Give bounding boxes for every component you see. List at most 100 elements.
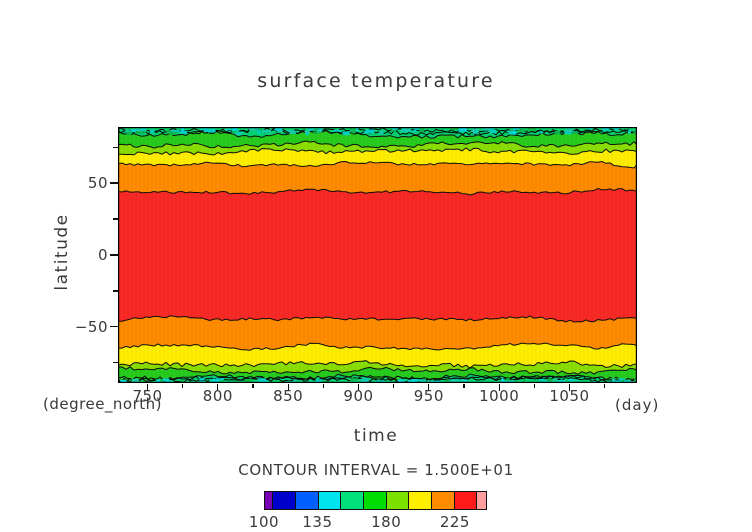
polar-fleck	[349, 128, 356, 131]
polar-fleck	[611, 378, 616, 382]
x-tick-label: 900	[343, 387, 374, 405]
polar-fleck	[509, 130, 517, 135]
polar-fleck	[554, 130, 561, 135]
contour-plot-area	[118, 127, 637, 383]
polar-fleck	[397, 379, 405, 382]
x-major-tick	[287, 384, 289, 391]
polar-fleck	[614, 380, 619, 383]
polar-fleck	[568, 378, 574, 381]
polar-fleck	[166, 131, 171, 135]
polar-fleck	[316, 129, 323, 133]
polar-fleck	[627, 130, 631, 134]
colorbar-segment-navy	[273, 492, 296, 509]
x-axis-unit: (day)	[615, 396, 660, 414]
y-tick-label: 50	[87, 174, 108, 193]
polar-fleck	[435, 380, 440, 383]
polar-fleck	[522, 378, 526, 382]
y-minor-tick	[113, 218, 118, 220]
colorbar	[264, 491, 487, 510]
polar-fleck	[518, 129, 527, 132]
y-major-tick	[110, 326, 118, 328]
polar-fleck	[317, 127, 323, 131]
colorbar-segment-orange	[431, 492, 455, 509]
polar-fleck	[249, 128, 254, 131]
polar-fleck	[126, 131, 132, 136]
polar-fleck	[209, 378, 217, 381]
polar-fleck	[293, 379, 297, 383]
polar-fleck	[305, 131, 310, 136]
grid-cell-striping	[119, 127, 637, 383]
polar-fleck	[225, 128, 232, 131]
x-minor-tick	[322, 384, 324, 388]
x-tick-label: 950	[413, 387, 444, 405]
polar-fleck	[375, 380, 385, 382]
x-tick-label: 1000	[479, 387, 520, 405]
polar-fleck	[139, 128, 147, 131]
polar-fleck	[398, 378, 403, 381]
polar-fleck	[489, 127, 493, 132]
y-axis-label: latitude	[52, 213, 72, 291]
polar-fleck	[403, 128, 411, 132]
x-minor-tick	[393, 384, 395, 388]
polar-fleck	[361, 379, 368, 382]
polar-fleck	[215, 378, 224, 380]
x-tick-label: 1050	[549, 387, 590, 405]
polar-fleck	[276, 129, 283, 132]
polar-fleck	[203, 129, 211, 132]
polar-fleck	[413, 127, 422, 130]
polar-fleck	[411, 379, 419, 382]
polar-fleck	[342, 131, 350, 136]
polar-fleck	[170, 130, 180, 132]
polar-fleck	[124, 130, 132, 133]
polar-fleck	[391, 128, 397, 132]
colorbar-segment-red	[454, 492, 478, 509]
polar-fleck	[421, 379, 426, 382]
polar-fleck	[156, 379, 161, 383]
polar-fleck	[180, 128, 185, 132]
polar-fleck	[482, 127, 491, 131]
colorbar-segment-green	[363, 492, 387, 509]
colorbar-tick-label: 135	[302, 513, 333, 531]
colorbar-segment-yellow-green	[386, 492, 410, 509]
polar-fleck	[287, 129, 295, 132]
polar-fleck	[252, 128, 259, 131]
colorbar-segment-pink	[477, 492, 486, 509]
polar-fleck	[315, 379, 323, 383]
polar-fleck	[566, 128, 574, 133]
x-tick-label: 800	[202, 387, 233, 405]
y-minor-tick	[113, 362, 118, 364]
polar-fleck	[136, 131, 141, 134]
polar-fleck	[362, 378, 368, 380]
colorbar-tick-label: 100	[248, 513, 280, 531]
polar-fleck	[506, 378, 510, 382]
polar-fleck	[213, 379, 220, 383]
polar-fleck	[289, 130, 296, 134]
polar-fleck	[308, 128, 316, 131]
polar-fleck	[463, 379, 468, 382]
polar-fleck	[574, 380, 579, 383]
colorbar-segment-blue	[295, 492, 319, 509]
polar-fleck	[131, 378, 139, 383]
polar-fleck	[501, 378, 505, 383]
polar-fleck	[471, 128, 479, 133]
polar-fleck	[539, 378, 545, 382]
polar-fleck	[162, 378, 170, 382]
x-minor-tick	[252, 384, 254, 388]
polar-fleck	[619, 379, 626, 382]
y-minor-tick	[113, 146, 118, 148]
x-minor-tick	[533, 384, 535, 388]
colorbar-segment-yellow	[409, 492, 432, 509]
polar-fleck	[232, 127, 238, 131]
polar-fleck	[257, 130, 262, 134]
polar-fleck	[200, 127, 209, 130]
y-tick-label: 0	[97, 246, 108, 264]
polar-fleck	[164, 130, 171, 132]
polar-fleck	[447, 379, 455, 383]
x-major-tick	[568, 384, 571, 391]
chart-title: surface temperature	[257, 70, 495, 92]
polar-fleck	[571, 131, 579, 134]
polar-fleck	[507, 130, 512, 133]
polar-fleck	[633, 131, 637, 134]
polar-fleck	[527, 127, 536, 132]
polar-fleck	[411, 130, 418, 133]
